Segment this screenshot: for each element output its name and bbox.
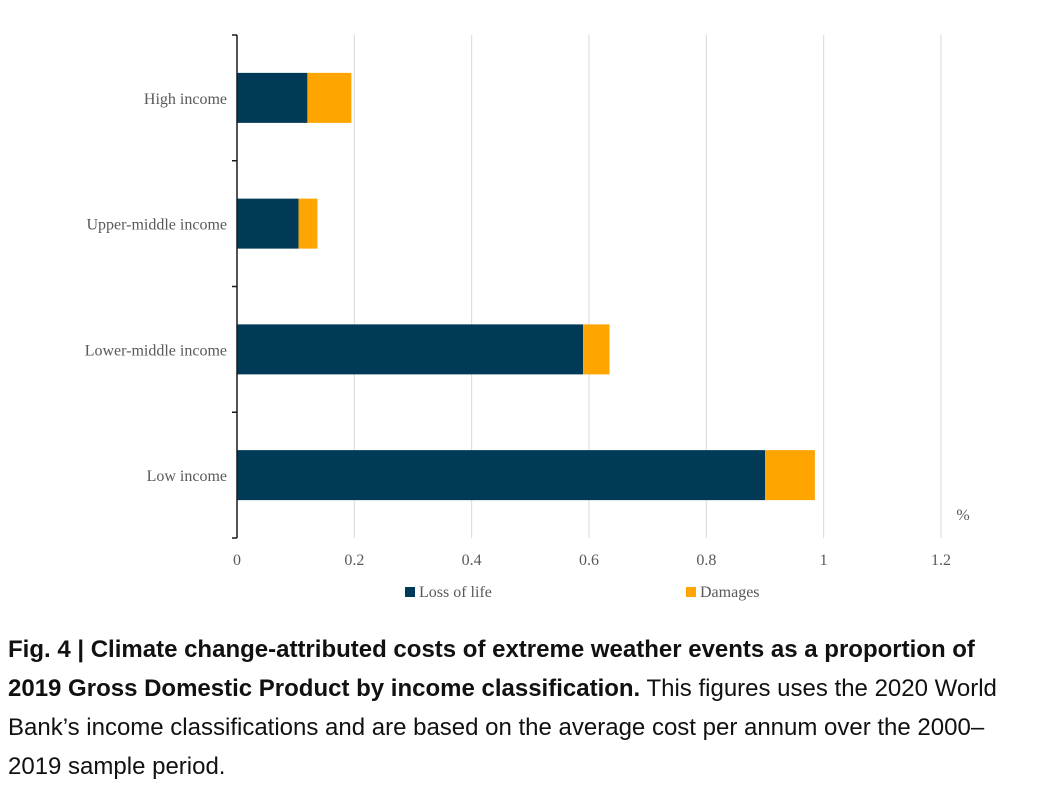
legend-label: Loss of life — [419, 584, 492, 601]
bar-damages — [765, 450, 815, 501]
unit-label: % — [956, 507, 969, 524]
legend-swatch — [686, 587, 696, 597]
legend-swatch — [405, 587, 415, 597]
category-label: Low income — [147, 468, 227, 485]
x-tick-label: 0 — [233, 552, 241, 569]
figure-caption: Fig. 4 | Climate change-attributed costs… — [8, 630, 1033, 786]
caption-title: Fig. 4 | Climate change-attributed costs… — [8, 636, 975, 702]
bar-damages — [298, 198, 318, 249]
bar-damages — [307, 72, 352, 123]
bars — [237, 72, 815, 501]
stacked-bar-chart: High income Upper-middle income Lower-midd… — [85, 34, 970, 601]
bar-damages — [583, 324, 610, 375]
category-label: High income — [144, 91, 227, 108]
legend: Loss of life Damages — [405, 584, 760, 601]
bar-loss-of-life — [237, 450, 765, 501]
x-tick-label: 1 — [820, 552, 828, 569]
x-tick-label: 0.4 — [462, 552, 482, 569]
category-label: Upper-middle income — [86, 217, 227, 234]
x-tick-label: 0.8 — [696, 552, 716, 569]
bar-loss-of-life — [237, 198, 299, 249]
x-tick-label: 0.6 — [579, 552, 599, 569]
x-tick-label: 1.2 — [931, 552, 951, 569]
category-label: Lower-middle income — [85, 342, 227, 359]
x-axis-tick-labels: 0 0.2 0.4 0.6 0.8 1 1.2 — [233, 552, 951, 569]
bar-loss-of-life — [237, 72, 308, 123]
legend-label: Damages — [700, 584, 760, 601]
caption-text: This figures uses the 2020 World Bank’s … — [8, 675, 997, 780]
y-axis-ticks — [232, 34, 237, 539]
category-labels: High income Upper-middle income Lower-midd… — [85, 91, 227, 485]
x-tick-label: 0.2 — [344, 552, 364, 569]
bar-loss-of-life — [237, 324, 584, 375]
